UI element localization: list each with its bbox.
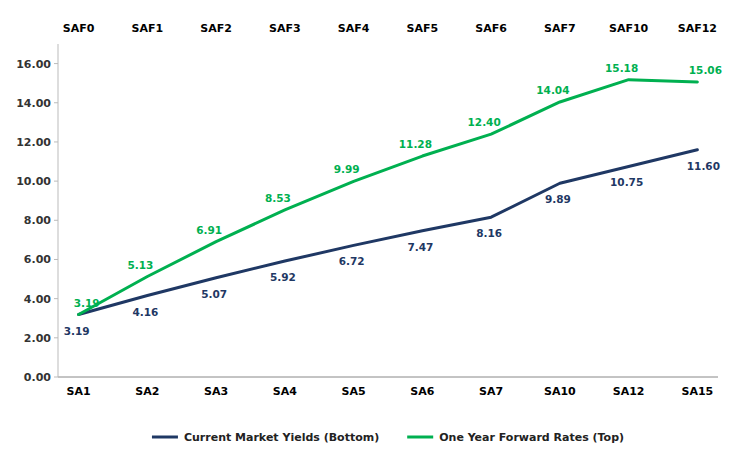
data-label: 15.18 [605,62,638,74]
x2-tick-label: SAF2 [200,22,232,35]
x2-tick-label: SAF10 [609,22,649,35]
y-tick-label: 2.00 [24,332,51,345]
data-label: 8.53 [265,192,291,204]
data-label: 11.60 [687,160,720,172]
x-tick-label: SA1 [67,385,91,398]
y-tick-label: 12.00 [16,136,51,149]
data-label: 5.07 [201,288,227,300]
data-label: 12.40 [468,116,501,128]
legend-item: Current Market Yields (Bottom) [152,431,379,444]
x-tick-label: SA2 [135,385,159,398]
x-tick-label: SA12 [613,385,645,398]
y-tick [54,102,58,103]
data-label: 14.04 [536,84,569,96]
y-tick [54,63,58,64]
y-tick [54,141,58,142]
data-label: 3.19 [64,325,90,337]
data-label: 9.89 [545,193,571,205]
y-tick [54,220,58,221]
x2-tick-label: SAF3 [269,22,301,35]
y-tick-label: 6.00 [24,253,51,266]
data-label: 11.28 [399,138,432,150]
data-label: 7.47 [407,241,433,253]
x2-tick-label: SAF4 [338,22,370,35]
data-label: 5.13 [127,259,153,271]
data-label: 9.99 [334,163,360,175]
x2-tick-label: SAF5 [407,22,439,35]
legend-item: One Year Forward Rates (Top) [407,431,624,444]
data-label: 3.19 [74,297,100,309]
chart: 0.00 2.00 4.00 6.00 8.00 10.00 12.00 14.00 16.00… [0,0,740,455]
data-label: 10.75 [610,176,643,188]
data-label: 5.92 [270,271,296,283]
y-axis-line [58,44,59,377]
data-label: 6.72 [339,255,365,267]
legend-swatch [407,436,433,439]
plot-area [79,80,698,315]
data-label: 6.91 [196,224,222,236]
legend: Current Market Yields (Bottom) One Year F… [152,431,624,444]
x-tick-label: SA6 [410,385,434,398]
legend-label: Current Market Yields (Bottom) [184,431,379,444]
y-tick-label: 0.00 [24,371,51,384]
x2-tick-label: SAF12 [678,22,717,35]
series-line [79,80,698,315]
x-tick-label: SA3 [204,385,228,398]
y-tick-label: 14.00 [16,97,51,110]
data-label: 15.06 [689,64,722,76]
legend-label: One Year Forward Rates (Top) [439,431,624,444]
legend-swatch [152,436,178,439]
x2-tick-label: SAF0 [63,22,95,35]
y-tick [54,377,58,378]
x-tick-label: SA15 [682,385,714,398]
x-tick-label: SA7 [479,385,503,398]
x-tick-label: SA10 [544,385,576,398]
y-tick [54,259,58,260]
data-label: 4.16 [132,306,158,318]
data-label: 8.16 [476,227,502,239]
y-tick [54,298,58,299]
x-tick-label: SA4 [273,385,297,398]
x2-tick-label: SAF1 [132,22,164,35]
y-tick-label: 4.00 [24,293,51,306]
y-tick-label: 16.00 [16,58,51,71]
y-tick [54,181,58,182]
y-tick-label: 10.00 [16,175,51,188]
y-tick [54,337,58,338]
x2-tick-label: SAF6 [475,22,507,35]
x-axis-line [58,377,718,378]
series-line [79,150,698,315]
x-tick-label: SA5 [342,385,366,398]
y-tick-label: 8.00 [24,214,51,227]
x2-tick-label: SAF7 [544,22,576,35]
